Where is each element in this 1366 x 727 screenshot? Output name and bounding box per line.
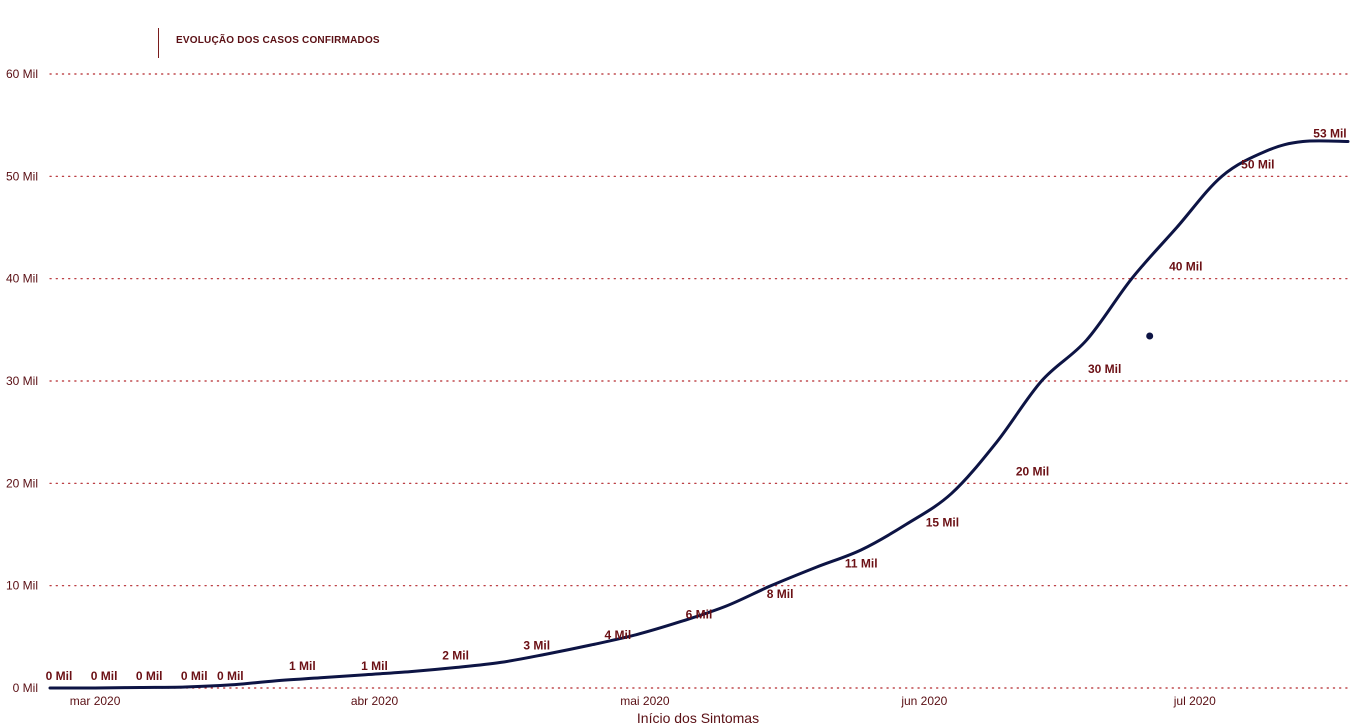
- data-label: 0 Mil: [181, 669, 208, 683]
- data-label: 1 Mil: [361, 659, 388, 673]
- x-tick-label: jul 2020: [1173, 694, 1216, 708]
- data-label: 0 Mil: [46, 669, 73, 683]
- chart-title: EVOLUÇÃO DOS CASOS CONFIRMADOS: [176, 35, 380, 46]
- data-label: 40 Mil: [1169, 260, 1202, 274]
- data-label: 50 Mil: [1241, 157, 1274, 171]
- data-label: 53 Mil: [1313, 127, 1346, 141]
- data-label: 2 Mil: [442, 649, 469, 663]
- data-label: 4 Mil: [605, 628, 632, 642]
- data-label: 0 Mil: [91, 669, 118, 683]
- data-label: 11 Mil: [845, 556, 878, 570]
- data-label: 30 Mil: [1088, 362, 1121, 376]
- x-tick-label: mai 2020: [620, 694, 670, 708]
- y-tick-label: 10 Mil: [6, 579, 38, 593]
- x-tick-label: abr 2020: [351, 694, 399, 708]
- data-label: 8 Mil: [767, 587, 794, 601]
- x-tick-label: jun 2020: [900, 694, 947, 708]
- data-label: 3 Mil: [523, 638, 550, 652]
- data-label: 20 Mil: [1016, 464, 1049, 478]
- y-tick-label: 0 Mil: [13, 681, 38, 695]
- y-tick-label: 30 Mil: [6, 374, 38, 388]
- data-label: 0 Mil: [136, 669, 163, 683]
- y-tick-label: 50 Mil: [6, 169, 38, 183]
- x-axis-title: Início dos Sintomas: [637, 710, 759, 726]
- y-tick-label: 20 Mil: [6, 476, 38, 490]
- highlight-point: [1146, 332, 1154, 340]
- data-label: 0 Mil: [217, 669, 244, 683]
- y-tick-label: 40 Mil: [6, 272, 38, 286]
- series-line: [48, 139, 1350, 690]
- y-tick-label: 60 Mil: [6, 67, 38, 81]
- data-label: 6 Mil: [686, 608, 713, 622]
- title-accent-bar: [158, 28, 159, 58]
- data-label: 15 Mil: [926, 516, 959, 530]
- data-label: 1 Mil: [289, 659, 316, 673]
- x-tick-label: mar 2020: [70, 694, 121, 708]
